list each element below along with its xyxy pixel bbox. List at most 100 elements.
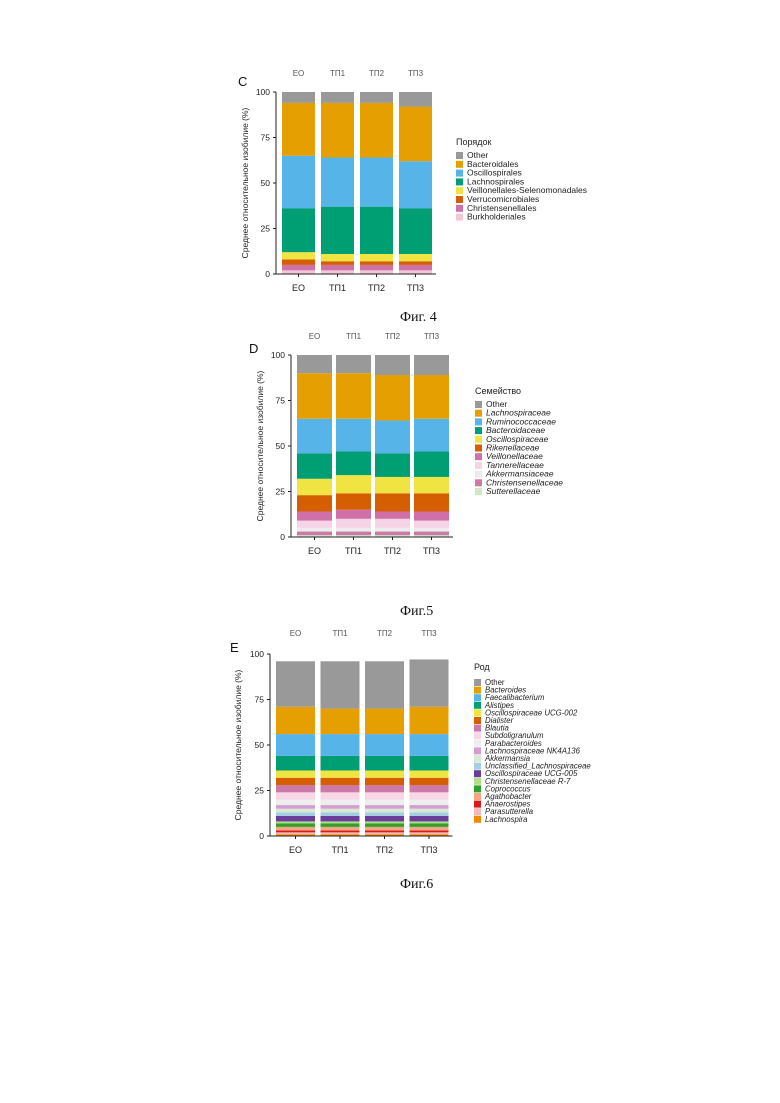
bar-segment bbox=[375, 375, 410, 421]
bar-segment bbox=[297, 479, 332, 495]
bar-segment bbox=[410, 809, 449, 813]
legend-swatch bbox=[475, 445, 482, 452]
bar-segment bbox=[321, 821, 360, 823]
y-axis-label: Среднее относительное изобилие (%) bbox=[240, 107, 250, 258]
y-tick-label: 50 bbox=[255, 740, 265, 750]
bar-segment bbox=[410, 832, 449, 834]
top-label: ТП1 bbox=[330, 69, 346, 78]
x-tick-label: EO bbox=[308, 546, 321, 556]
bar-segment bbox=[410, 707, 449, 734]
bar-segment bbox=[321, 261, 354, 265]
legend-swatch bbox=[475, 471, 482, 478]
bar-segment bbox=[410, 756, 449, 771]
bar-segment bbox=[321, 785, 360, 792]
bar-segment bbox=[365, 792, 404, 799]
legend-swatch bbox=[475, 479, 482, 486]
legend-swatch bbox=[456, 187, 463, 194]
bar-segment bbox=[321, 800, 360, 805]
bar-segment bbox=[414, 355, 449, 375]
x-tick-label: ТП3 bbox=[407, 283, 424, 293]
bar-segment bbox=[282, 259, 315, 264]
bar-segment bbox=[410, 812, 449, 816]
bar-segment bbox=[365, 809, 404, 813]
bar-segment bbox=[365, 770, 404, 777]
bar-segment bbox=[360, 92, 393, 103]
x-tick-label: ТП2 bbox=[376, 845, 393, 855]
bar-segment bbox=[276, 800, 315, 805]
legend-swatch bbox=[475, 410, 482, 417]
legend-swatch bbox=[456, 196, 463, 203]
bar-segment bbox=[276, 792, 315, 799]
bar-segment bbox=[276, 816, 315, 821]
bar-segment bbox=[399, 208, 432, 254]
panel-label: D bbox=[249, 341, 258, 356]
y-tick-label: 75 bbox=[255, 695, 265, 705]
y-tick-label: 100 bbox=[256, 87, 270, 97]
y-tick-label: 0 bbox=[265, 269, 270, 279]
y-tick-label: 50 bbox=[261, 178, 271, 188]
bar-segment bbox=[410, 785, 449, 792]
figure-caption-6: Фиг.6 bbox=[400, 877, 433, 893]
x-tick-label: ТП3 bbox=[423, 546, 440, 556]
bar-segment bbox=[365, 821, 404, 823]
bar-segment bbox=[399, 107, 432, 162]
bar-segment bbox=[375, 519, 410, 528]
legend-swatch bbox=[474, 687, 481, 694]
bar-segment bbox=[410, 821, 449, 823]
legend-label: Lachnospira bbox=[485, 815, 528, 824]
bar-segment bbox=[399, 161, 432, 208]
x-tick-label: EO bbox=[292, 283, 305, 293]
bar-segment bbox=[365, 709, 404, 734]
bar-segment bbox=[321, 778, 360, 785]
bar-segment bbox=[276, 809, 315, 813]
x-tick-label: ТП2 bbox=[368, 283, 385, 293]
bar-segment bbox=[365, 823, 404, 827]
x-tick-label: ТП1 bbox=[332, 845, 349, 855]
bar-segment bbox=[410, 800, 449, 805]
bar-segment bbox=[399, 270, 432, 274]
bar-segment bbox=[410, 778, 449, 785]
bar-segment bbox=[399, 261, 432, 265]
y-tick-label: 75 bbox=[276, 396, 286, 406]
y-tick-label: 25 bbox=[261, 224, 271, 234]
bar-segment bbox=[321, 816, 360, 821]
bar-segment bbox=[336, 532, 371, 536]
legend-swatch bbox=[474, 694, 481, 701]
bar-segment bbox=[410, 734, 449, 756]
bar-segment bbox=[336, 373, 371, 419]
bar-segment bbox=[297, 521, 332, 528]
bar-segment bbox=[375, 493, 410, 511]
bar-segment bbox=[365, 785, 404, 792]
bar-segment bbox=[410, 770, 449, 777]
legend-swatch bbox=[474, 785, 481, 792]
legend-label: Sutterellaceae bbox=[486, 486, 541, 496]
bar-segment bbox=[375, 512, 410, 519]
bar-segment bbox=[282, 265, 315, 270]
bar-segment bbox=[321, 812, 360, 816]
y-tick-label: 0 bbox=[280, 532, 285, 542]
legend-swatch bbox=[475, 418, 482, 425]
bar-segment bbox=[276, 770, 315, 777]
legend-swatch bbox=[474, 808, 481, 815]
bar-segment bbox=[375, 453, 410, 477]
bar-segment bbox=[321, 827, 360, 831]
bar-segment bbox=[360, 270, 393, 274]
bar-segment bbox=[276, 756, 315, 771]
bar-segment bbox=[360, 207, 393, 254]
y-tick-label: 50 bbox=[276, 441, 286, 451]
y-tick-label: 75 bbox=[261, 133, 271, 143]
bar-segment bbox=[336, 528, 371, 532]
bar-segment bbox=[410, 792, 449, 799]
top-label: EO bbox=[293, 69, 305, 78]
bar-segment bbox=[360, 103, 393, 158]
bar-segment bbox=[297, 532, 332, 536]
bar-segment bbox=[297, 355, 332, 373]
legend-swatch bbox=[474, 732, 481, 739]
bar-segment bbox=[410, 805, 449, 809]
bar-segment bbox=[365, 812, 404, 816]
bar-segment bbox=[282, 270, 315, 274]
bar-segment bbox=[276, 805, 315, 809]
bar-segment bbox=[297, 512, 332, 521]
bar-segment bbox=[321, 92, 354, 103]
